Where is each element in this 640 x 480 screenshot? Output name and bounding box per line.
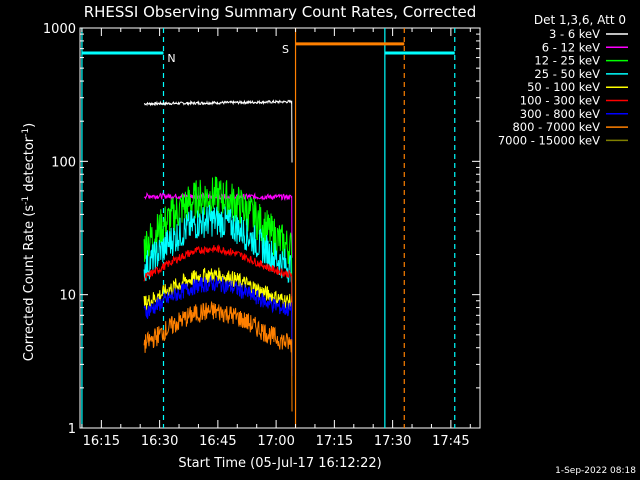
legend-entry-label: 800 - 7000 keV: [512, 120, 600, 134]
x-tick-label: 16:45: [199, 434, 236, 449]
footer-timestamp: 1-Sep-2022 08:18: [555, 466, 636, 476]
x-tick-label: 16:30: [141, 434, 178, 449]
y-tick-label: 1: [68, 422, 76, 437]
y-axis-label-sup2: -1: [21, 128, 31, 137]
series-layer: [143, 99, 293, 412]
y-tick-label: 1000: [43, 22, 76, 37]
series-line: [143, 244, 293, 341]
x-tick-label: 17:15: [316, 434, 353, 449]
x-tick-label: 16:15: [83, 434, 120, 449]
annotations: NS: [81, 28, 456, 428]
x-tick-label: 17:45: [432, 434, 469, 449]
x-axis: 16:15 16:30 16:45 17:00 17:15 17:30 17:45: [81, 28, 471, 449]
series-line: [143, 176, 293, 325]
y-axis-label-main: Corrected Count Rate (s: [22, 205, 37, 362]
y-axis-label-end: ): [22, 123, 37, 128]
legend-title: Det 1,3,6, Att 0: [534, 13, 626, 27]
x-axis-label: Start Time (05-Jul-17 16:12:22): [178, 456, 381, 471]
y-axis-label-mid: detector: [22, 136, 37, 196]
legend-entry-label: 25 - 50 keV: [534, 67, 600, 81]
y-axis-label-sup1: -1: [21, 196, 31, 205]
x-tick-label: 17:30: [374, 434, 411, 449]
plot-frame: [79, 27, 481, 429]
series-line: [143, 275, 293, 377]
legend-entry-label: 50 - 100 keV: [527, 80, 600, 94]
legend-entry-label: 12 - 25 keV: [534, 54, 600, 68]
x-tick-label: 17:00: [257, 434, 294, 449]
chart-title: RHESSI Observing Summary Count Rates, Co…: [84, 3, 477, 21]
legend-entry-label: 300 - 800 keV: [520, 107, 600, 121]
legend-entry-label: 100 - 300 keV: [520, 94, 600, 108]
y-axis: 1 10 100 1000: [43, 22, 480, 437]
y-axis-label: Corrected Count Rate (s-1 detector-1): [21, 123, 37, 361]
series-line: [143, 300, 293, 412]
series-line: [143, 99, 293, 163]
series-line: [143, 267, 293, 369]
y-tick-label: 10: [59, 289, 76, 304]
legend-entry-label: 7000 - 15000 keV: [498, 133, 600, 147]
legend-entry-label: 3 - 6 keV: [549, 27, 600, 41]
annotation-label: S: [282, 43, 289, 56]
y-tick-label: 100: [51, 155, 76, 170]
plot-border: [79, 27, 481, 429]
legend-entry-label: 6 - 12 keV: [542, 40, 600, 54]
series-line: [143, 204, 293, 341]
annotation-label: N: [167, 52, 175, 65]
